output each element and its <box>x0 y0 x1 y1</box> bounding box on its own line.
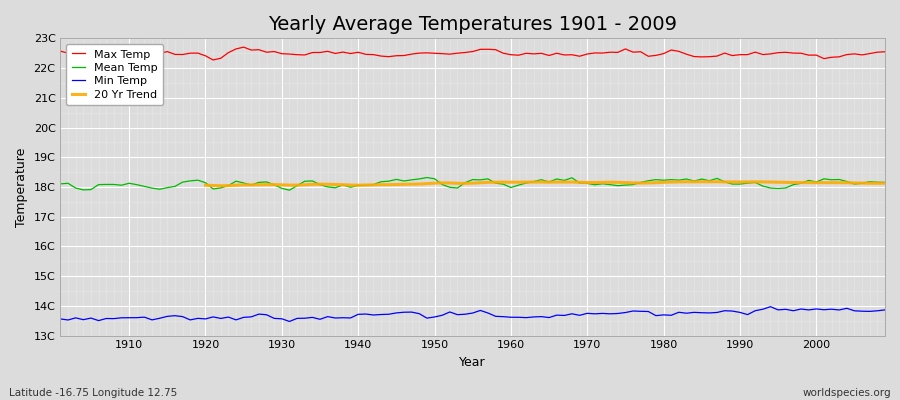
Max Temp <box>55 49 66 54</box>
Max Temp <box>116 52 127 56</box>
20 Yr Trend <box>780 180 791 185</box>
Mean Temp <box>292 183 302 188</box>
Mean Temp <box>338 182 348 187</box>
Line: Min Temp: Min Temp <box>60 307 885 322</box>
20 Yr Trend <box>796 180 806 185</box>
Min Temp <box>879 308 890 312</box>
Max Temp <box>300 52 310 57</box>
Mean Temp <box>513 183 524 188</box>
Min Temp <box>116 315 127 320</box>
Max Temp <box>879 49 890 54</box>
Line: Max Temp: Max Temp <box>60 47 885 60</box>
Max Temp <box>238 45 249 50</box>
20 Yr Trend <box>681 179 692 184</box>
X-axis label: Year: Year <box>459 356 486 369</box>
20 Yr Trend <box>215 183 226 188</box>
Max Temp <box>208 58 219 62</box>
20 Yr Trend <box>300 182 310 187</box>
Max Temp <box>612 50 623 55</box>
20 Yr Trend <box>864 181 875 186</box>
Line: Mean Temp: Mean Temp <box>60 178 885 190</box>
Line: 20 Yr Trend: 20 Yr Trend <box>205 182 885 186</box>
Max Temp <box>521 51 532 56</box>
Min Temp <box>513 315 524 320</box>
Max Temp <box>513 53 524 58</box>
Text: Latitude -16.75 Longitude 12.75: Latitude -16.75 Longitude 12.75 <box>9 388 177 398</box>
20 Yr Trend <box>879 181 890 186</box>
Min Temp <box>605 312 616 316</box>
Mean Temp <box>521 181 532 186</box>
Min Temp <box>338 315 348 320</box>
Mean Temp <box>55 182 66 186</box>
20 Yr Trend <box>712 179 723 184</box>
20 Yr Trend <box>414 182 425 186</box>
Min Temp <box>292 316 302 321</box>
Min Temp <box>506 315 517 320</box>
Legend: Max Temp, Mean Temp, Min Temp, 20 Yr Trend: Max Temp, Mean Temp, Min Temp, 20 Yr Tre… <box>66 44 163 106</box>
Mean Temp <box>879 180 890 185</box>
Max Temp <box>345 51 356 56</box>
Text: worldspecies.org: worldspecies.org <box>803 388 891 398</box>
Y-axis label: Temperature: Temperature <box>15 147 28 227</box>
Title: Yearly Average Temperatures 1901 - 2009: Yearly Average Temperatures 1901 - 2009 <box>268 15 677 34</box>
Mean Temp <box>612 183 623 188</box>
Min Temp <box>284 319 295 324</box>
20 Yr Trend <box>200 183 211 188</box>
Min Temp <box>765 304 776 309</box>
Mean Temp <box>116 183 127 188</box>
Mean Temp <box>421 175 432 180</box>
Mean Temp <box>284 188 295 192</box>
Min Temp <box>55 316 66 321</box>
